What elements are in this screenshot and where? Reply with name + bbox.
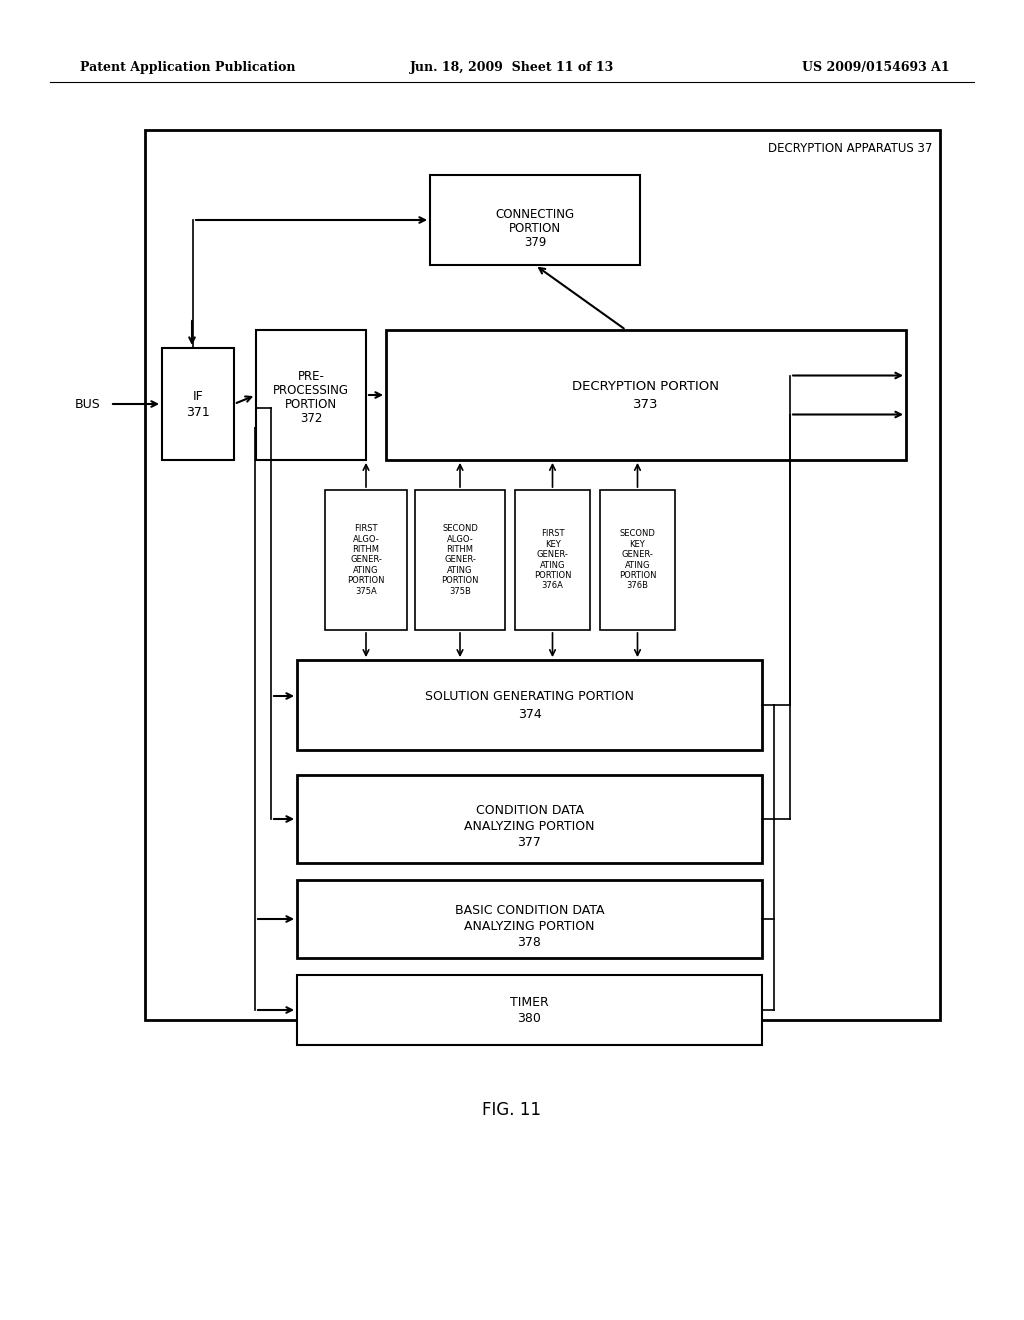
Text: FIRST
KEY
GENER-
ATING
PORTION
376A: FIRST KEY GENER- ATING PORTION 376A [534, 529, 571, 590]
Text: 374: 374 [517, 709, 542, 722]
Text: BUS: BUS [75, 397, 100, 411]
Bar [256, 330, 366, 459]
Text: BASIC CONDITION DATA: BASIC CONDITION DATA [455, 904, 604, 917]
Text: PORTION: PORTION [285, 399, 337, 412]
Text: Patent Application Publication: Patent Application Publication [80, 62, 296, 74]
Text: 372: 372 [300, 412, 323, 425]
Bar [325, 490, 407, 630]
Text: SECOND
ALGO-
RITHM
GENER-
ATING
PORTION
375B: SECOND ALGO- RITHM GENER- ATING PORTION … [441, 524, 479, 595]
Text: PROCESSING: PROCESSING [273, 384, 349, 397]
Bar [415, 490, 505, 630]
Text: DECRYPTION APPARATUS 37: DECRYPTION APPARATUS 37 [768, 141, 932, 154]
Text: 371: 371 [186, 407, 210, 420]
Text: FIG. 11: FIG. 11 [482, 1101, 542, 1119]
Text: SECOND
KEY
GENER-
ATING
PORTION
376B: SECOND KEY GENER- ATING PORTION 376B [618, 529, 656, 590]
Text: TIMER: TIMER [510, 995, 549, 1008]
Bar [297, 880, 762, 958]
Text: PORTION: PORTION [509, 222, 561, 235]
Text: CONNECTING: CONNECTING [496, 207, 574, 220]
Text: ANALYZING PORTION: ANALYZING PORTION [464, 821, 595, 833]
Text: Jun. 18, 2009  Sheet 11 of 13: Jun. 18, 2009 Sheet 11 of 13 [410, 62, 614, 74]
Text: SOLUTION GENERATING PORTION: SOLUTION GENERATING PORTION [425, 690, 634, 704]
Text: 379: 379 [524, 235, 546, 248]
Bar [386, 330, 906, 459]
Text: 373: 373 [633, 399, 658, 412]
Bar [162, 348, 234, 459]
Text: 380: 380 [517, 1011, 542, 1024]
Bar [297, 975, 762, 1045]
Text: 377: 377 [517, 837, 542, 850]
Bar [145, 129, 940, 1020]
Text: FIRST
ALGO-
RITHM
GENER-
ATING
PORTION
375A: FIRST ALGO- RITHM GENER- ATING PORTION 3… [347, 524, 385, 595]
Bar [430, 176, 640, 265]
Bar [515, 490, 590, 630]
Text: US 2009/0154693 A1: US 2009/0154693 A1 [803, 62, 950, 74]
Bar [600, 490, 675, 630]
Text: IF: IF [193, 391, 204, 404]
Text: 378: 378 [517, 936, 542, 949]
Text: DECRYPTION PORTION: DECRYPTION PORTION [572, 380, 720, 393]
Bar [297, 660, 762, 750]
Bar [297, 775, 762, 863]
Text: ANALYZING PORTION: ANALYZING PORTION [464, 920, 595, 933]
Text: CONDITION DATA: CONDITION DATA [475, 804, 584, 817]
Text: PRE-: PRE- [298, 371, 325, 384]
